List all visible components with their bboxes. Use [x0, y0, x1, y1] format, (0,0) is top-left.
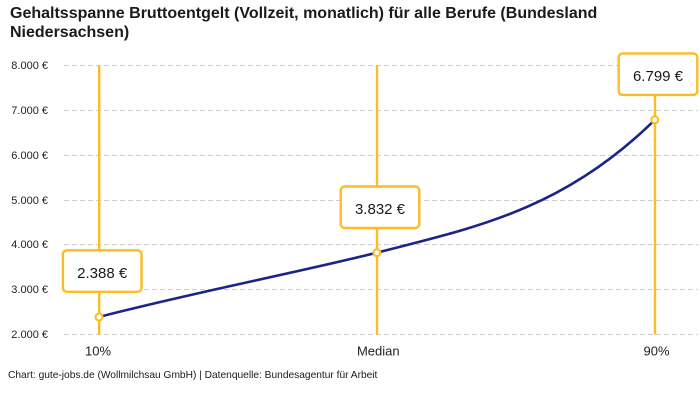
svg-text:Median: Median	[357, 344, 400, 359]
svg-text:3.832 €: 3.832 €	[355, 201, 406, 218]
svg-text:8.000 €: 8.000 €	[11, 60, 48, 72]
svg-text:Gehaltsspanne Bruttoentgelt (V: Gehaltsspanne Bruttoentgelt (Vollzeit, m…	[10, 5, 597, 22]
svg-text:2.000 €: 2.000 €	[11, 329, 48, 341]
svg-text:4.000 €: 4.000 €	[11, 239, 48, 251]
svg-text:6.000 €: 6.000 €	[11, 150, 48, 162]
svg-text:Chart: gute-jobs.de (Wollmilch: Chart: gute-jobs.de (Wollmilchsau GmbH) …	[8, 370, 378, 381]
svg-text:2.388 €: 2.388 €	[77, 265, 128, 282]
svg-text:3.000 €: 3.000 €	[11, 284, 48, 296]
svg-text:5.000 €: 5.000 €	[11, 195, 48, 207]
svg-text:90%: 90%	[643, 344, 669, 359]
svg-text:6.799 €: 6.799 €	[633, 68, 684, 85]
svg-text:Niedersachsen): Niedersachsen)	[10, 24, 129, 41]
svg-text:10%: 10%	[85, 344, 111, 359]
svg-text:7.000 €: 7.000 €	[11, 105, 48, 117]
